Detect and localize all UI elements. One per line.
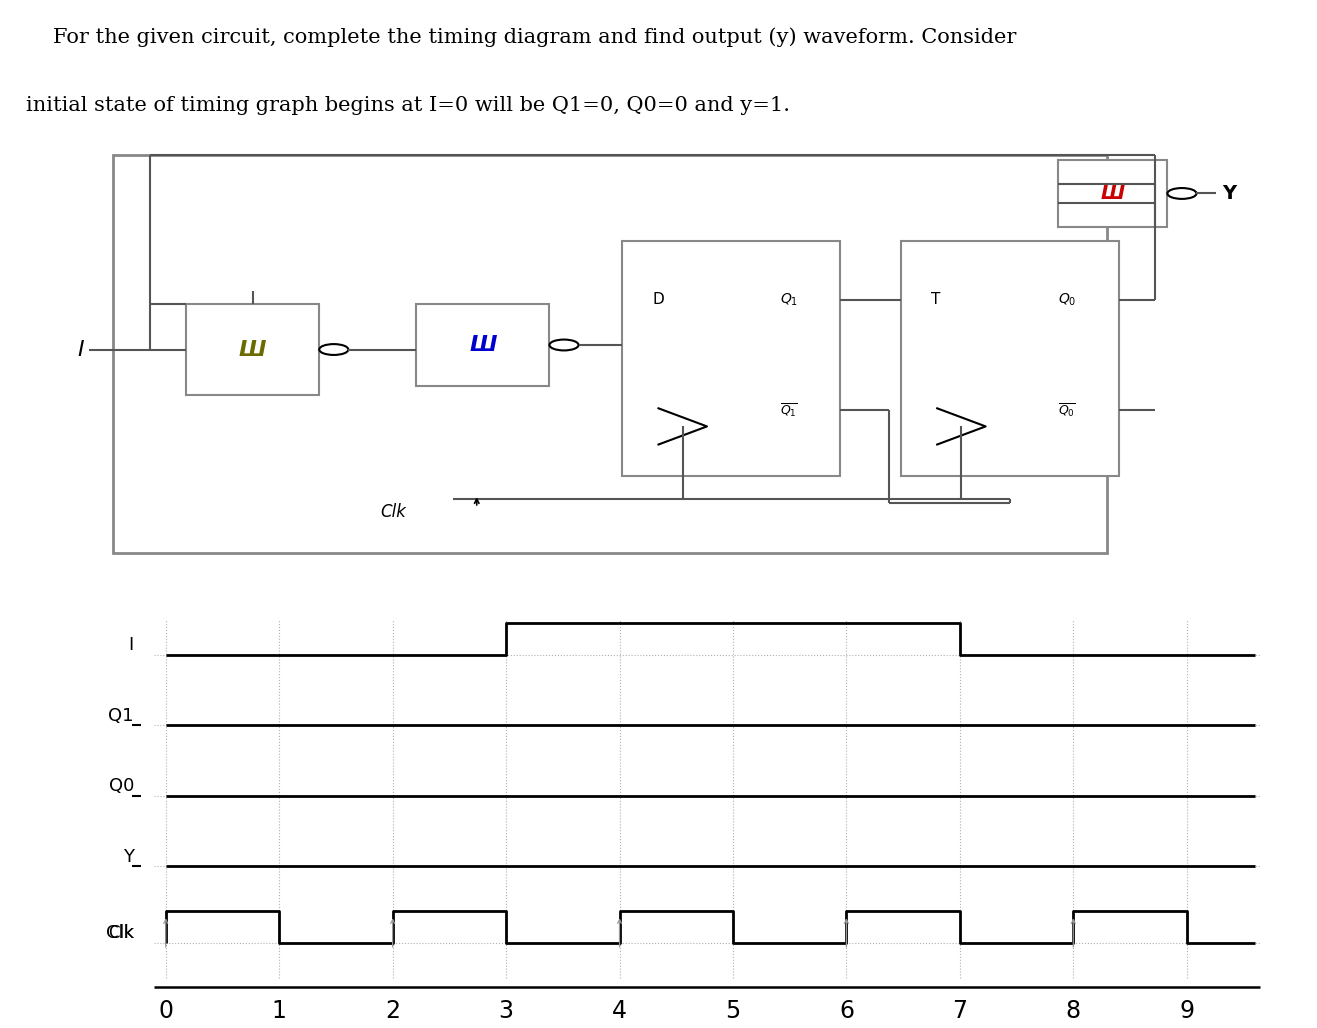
FancyBboxPatch shape [186, 304, 319, 395]
Text: 6: 6 [839, 998, 853, 1023]
Text: 1: 1 [271, 998, 287, 1023]
Text: 7: 7 [952, 998, 968, 1023]
Text: $\overline{Q_0}$: $\overline{Q_0}$ [1059, 402, 1076, 419]
Text: 5: 5 [726, 998, 740, 1023]
FancyBboxPatch shape [1059, 159, 1167, 227]
Text: $\overline{Q_1}$: $\overline{Q_1}$ [780, 402, 797, 419]
Text: T: T [931, 292, 940, 307]
Text: Clk: Clk [105, 924, 134, 942]
Text: Y: Y [1222, 184, 1237, 203]
Text: $Q_1$: $Q_1$ [780, 292, 798, 308]
Text: Ш: Ш [1101, 184, 1125, 203]
Text: 9: 9 [1179, 998, 1195, 1023]
Text: Clk: Clk [379, 504, 406, 521]
Text: Ш: Ш [238, 339, 266, 360]
Text: 4: 4 [612, 998, 627, 1023]
Text: 8: 8 [1065, 998, 1081, 1023]
Text: $Q_0$: $Q_0$ [1059, 292, 1077, 308]
FancyBboxPatch shape [113, 155, 1106, 553]
Text: initial state of timing graph begins at I=0 will be Q1=0, Q0=0 and y=1.: initial state of timing graph begins at … [26, 97, 790, 115]
Text: Ш: Ш [469, 335, 497, 355]
Text: 2: 2 [385, 998, 400, 1023]
Text: I: I [129, 636, 134, 654]
Text: 0: 0 [158, 998, 174, 1023]
Text: 3: 3 [499, 998, 514, 1023]
FancyBboxPatch shape [622, 241, 840, 476]
Text: Q1: Q1 [108, 707, 134, 725]
Text: Y: Y [122, 848, 134, 866]
Text: Q0: Q0 [108, 777, 134, 796]
Text: Clk: Clk [108, 924, 134, 942]
Text: D: D [652, 292, 664, 307]
FancyBboxPatch shape [901, 241, 1119, 476]
Text: For the given circuit, complete the timing diagram and find output (y) waveform.: For the given circuit, complete the timi… [53, 27, 1015, 47]
Text: I: I [76, 339, 83, 360]
FancyBboxPatch shape [416, 304, 549, 386]
